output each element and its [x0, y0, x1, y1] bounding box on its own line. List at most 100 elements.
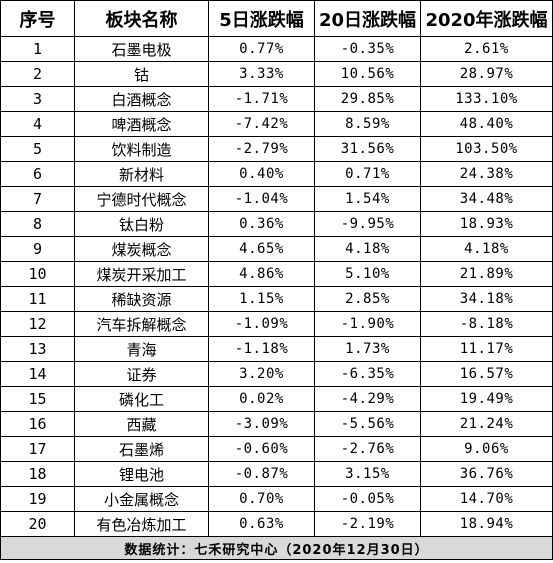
table-row: 5 饮料制造 -2.79% 31.56% 103.50% [0, 136, 553, 162]
cell-change-2020: 18.94% [420, 511, 553, 537]
table-row: 18 锂电池 -0.87% 3.15% 36.76% [0, 461, 553, 487]
cell-index: 7 [0, 186, 75, 212]
cell-change-2020: 133.10% [420, 86, 553, 112]
cell-change-2020: 34.18% [420, 286, 553, 312]
cell-change-2020: 9.06% [420, 436, 553, 462]
cell-change-20d: 5.10% [314, 261, 421, 287]
cell-sector-name: 有色冶炼加工 [74, 511, 209, 537]
cell-index: 9 [0, 236, 75, 262]
cell-change-5d: -0.60% [208, 436, 315, 462]
cell-index: 2 [0, 61, 75, 87]
cell-sector-name: 锂电池 [74, 461, 209, 487]
table-footer: 数据统计：七禾研究中心（2020年12月30日） [0, 536, 553, 560]
cell-change-20d: -9.95% [314, 211, 421, 237]
cell-change-5d: -1.09% [208, 311, 315, 337]
cell-change-5d: 0.02% [208, 386, 315, 412]
cell-index: 10 [0, 261, 75, 287]
table-row: 15 磷化工 0.02% -4.29% 19.49% [0, 386, 553, 412]
cell-change-5d: -3.09% [208, 411, 315, 437]
table-row: 13 青海 -1.18% 1.73% 11.17% [0, 336, 553, 362]
cell-sector-name: 新材料 [74, 161, 209, 187]
cell-sector-name: 煤炭概念 [74, 236, 209, 262]
cell-change-5d: -7.42% [208, 111, 315, 137]
table-row: 9 煤炭概念 4.65% 4.18% 4.18% [0, 236, 553, 262]
cell-change-20d: 10.56% [314, 61, 421, 87]
cell-change-20d: -5.56% [314, 411, 421, 437]
header-index: 序号 [0, 0, 75, 37]
table-row: 11 稀缺资源 1.15% 2.85% 34.18% [0, 286, 553, 312]
cell-change-5d: 3.33% [208, 61, 315, 87]
cell-sector-name: 饮料制造 [74, 136, 209, 162]
cell-change-2020: 103.50% [420, 136, 553, 162]
cell-index: 13 [0, 336, 75, 362]
cell-change-20d: 8.59% [314, 111, 421, 137]
cell-change-2020: 24.38% [420, 161, 553, 187]
cell-change-5d: 0.36% [208, 211, 315, 237]
cell-index: 17 [0, 436, 75, 462]
cell-index: 14 [0, 361, 75, 387]
cell-change-20d: -1.90% [314, 311, 421, 337]
table-body: 1 石墨电极 0.77% -0.35% 2.61% 2 钴 3.33% 10.5… [0, 36, 553, 537]
cell-change-5d: -1.04% [208, 186, 315, 212]
cell-index: 20 [0, 511, 75, 537]
table-row: 6 新材料 0.40% 0.71% 24.38% [0, 161, 553, 187]
cell-change-20d: 1.54% [314, 186, 421, 212]
cell-change-20d: -2.19% [314, 511, 421, 537]
cell-index: 11 [0, 286, 75, 312]
cell-sector-name: 石墨电极 [74, 36, 209, 62]
cell-index: 4 [0, 111, 75, 137]
table-row: 8 钛白粉 0.36% -9.95% 18.93% [0, 211, 553, 237]
cell-sector-name: 汽车拆解概念 [74, 311, 209, 337]
cell-change-20d: -4.29% [314, 386, 421, 412]
header-change-5d: 5日涨跌幅 [208, 0, 315, 37]
cell-change-2020: 34.48% [420, 186, 553, 212]
cell-change-2020: 14.70% [420, 486, 553, 512]
cell-change-20d: 1.73% [314, 336, 421, 362]
cell-sector-name: 小金属概念 [74, 486, 209, 512]
cell-change-5d: 0.77% [208, 36, 315, 62]
cell-sector-name: 白酒概念 [74, 86, 209, 112]
table-row: 14 证券 3.20% -6.35% 16.57% [0, 361, 553, 387]
cell-change-20d: 29.85% [314, 86, 421, 112]
cell-index: 19 [0, 486, 75, 512]
cell-index: 6 [0, 161, 75, 187]
cell-change-20d: 31.56% [314, 136, 421, 162]
table-row: 3 白酒概念 -1.71% 29.85% 133.10% [0, 86, 553, 112]
data-source-note: 数据统计：七禾研究中心（2020年12月30日） [0, 536, 553, 560]
cell-change-20d: -6.35% [314, 361, 421, 387]
cell-change-5d: -0.87% [208, 461, 315, 487]
cell-change-5d: 0.40% [208, 161, 315, 187]
table-row: 2 钴 3.33% 10.56% 28.97% [0, 61, 553, 87]
table-row: 17 石墨烯 -0.60% -2.76% 9.06% [0, 436, 553, 462]
cell-change-5d: 3.20% [208, 361, 315, 387]
table-row: 1 石墨电极 0.77% -0.35% 2.61% [0, 36, 553, 62]
cell-sector-name: 证券 [74, 361, 209, 387]
table-row: 7 宁德时代概念 -1.04% 1.54% 34.48% [0, 186, 553, 212]
table-header: 序号 板块名称 5日涨跌幅 20日涨跌幅 2020年涨跌幅 [0, 0, 553, 37]
cell-change-2020: 21.24% [420, 411, 553, 437]
cell-sector-name: 西藏 [74, 411, 209, 437]
cell-sector-name: 钴 [74, 61, 209, 87]
table-row: 12 汽车拆解概念 -1.09% -1.90% -8.18% [0, 311, 553, 337]
cell-sector-name: 石墨烯 [74, 436, 209, 462]
cell-sector-name: 啤酒概念 [74, 111, 209, 137]
cell-change-20d: 4.18% [314, 236, 421, 262]
cell-index: 16 [0, 411, 75, 437]
cell-change-2020: 16.57% [420, 361, 553, 387]
table-row: 19 小金属概念 0.70% -0.05% 14.70% [0, 486, 553, 512]
cell-sector-name: 磷化工 [74, 386, 209, 412]
cell-change-20d: 3.15% [314, 461, 421, 487]
header-sector-name: 板块名称 [74, 0, 209, 37]
cell-index: 15 [0, 386, 75, 412]
cell-change-5d: -1.18% [208, 336, 315, 362]
cell-change-2020: -8.18% [420, 311, 553, 337]
cell-change-5d: -2.79% [208, 136, 315, 162]
cell-change-20d: -0.35% [314, 36, 421, 62]
cell-change-5d: 0.63% [208, 511, 315, 537]
cell-change-20d: -2.76% [314, 436, 421, 462]
cell-change-5d: -1.71% [208, 86, 315, 112]
cell-sector-name: 宁德时代概念 [74, 186, 209, 212]
cell-change-20d: -0.05% [314, 486, 421, 512]
cell-change-2020: 2.61% [420, 36, 553, 62]
